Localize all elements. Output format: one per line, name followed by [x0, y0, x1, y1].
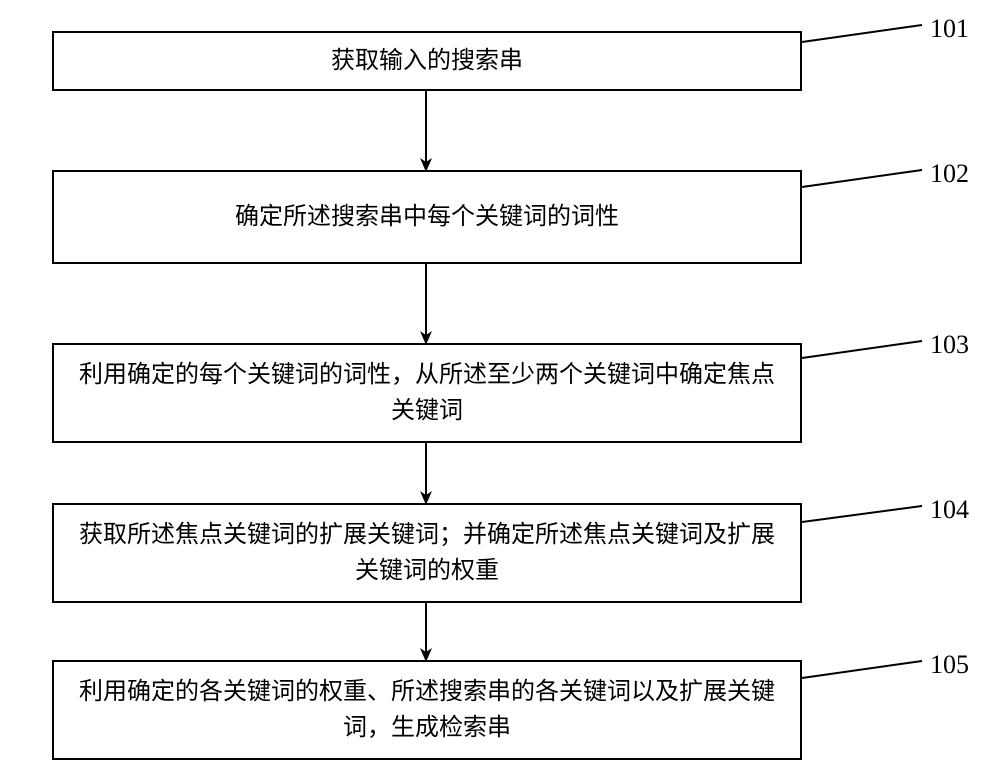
label-connector	[802, 506, 922, 522]
label-connectors	[802, 25, 922, 678]
label-connector	[802, 341, 922, 358]
label-connector	[802, 25, 922, 42]
label-connector	[802, 170, 922, 187]
edges-layer	[0, 0, 1000, 771]
label-connector	[802, 661, 922, 678]
flowchart-canvas: 获取输入的搜索串 确定所述搜索串中每个关键词的词性 利用确定的每个关键词的词性，…	[0, 0, 1000, 771]
